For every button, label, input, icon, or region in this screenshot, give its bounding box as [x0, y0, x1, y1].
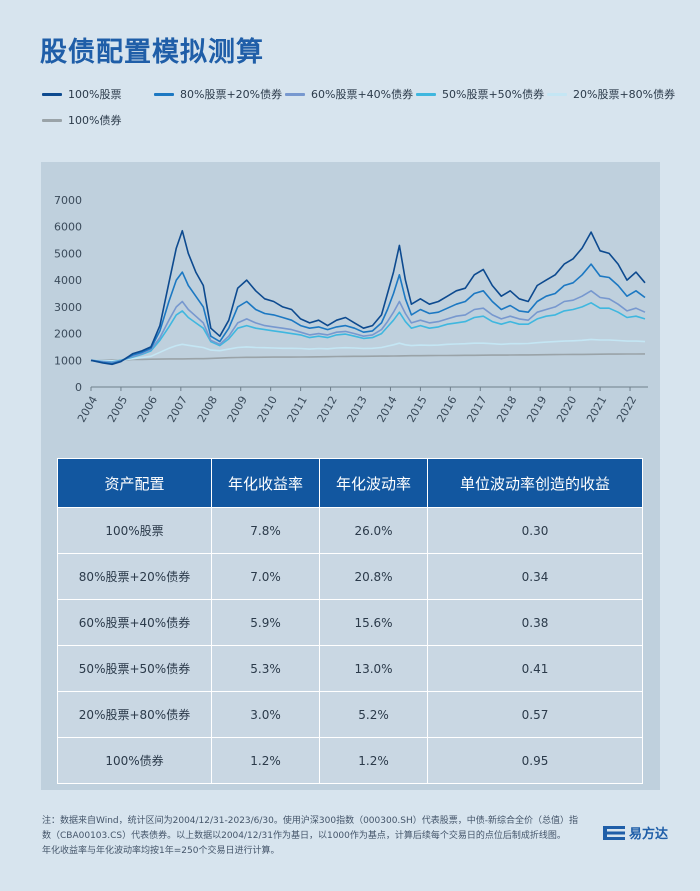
table-cell: 60%股票+40%债券 — [57, 599, 212, 646]
x-tick-label: 2014 — [374, 394, 399, 425]
legend-swatch — [547, 92, 567, 96]
table-row: 100%股票 7.8% 26.0% 0.30 — [57, 507, 643, 554]
series-line — [90, 290, 646, 364]
footnote-line: 注：数据来自Wind，统计区间为2004/12/31-2023/6/30。使用沪… — [42, 816, 579, 826]
table-header: 年化波动率 — [319, 458, 428, 508]
y-tick-label: 1000 — [54, 354, 82, 367]
x-tick-label: 2016 — [434, 394, 459, 425]
table-header: 资产配置 — [57, 458, 212, 508]
table-cell: 100%债券 — [57, 737, 212, 784]
table-cell: 20%股票+80%债券 — [57, 691, 212, 738]
brand-name: 易方达 — [629, 827, 669, 842]
x-tick-label: 2019 — [524, 394, 549, 425]
table-row: 80%股票+20%债券 7.0% 20.8% 0.34 — [57, 553, 643, 600]
legend-label: 100%股票 — [68, 88, 122, 101]
legend-item: 20%股票+80%债券 — [547, 86, 675, 102]
y-tick-label: 6000 — [54, 221, 82, 234]
allocation-table: 资产配置 年化收益率 年化波动率 单位波动率创造的收益 100%股票 7.8% … — [57, 458, 643, 784]
table-cell: 7.8% — [211, 507, 320, 554]
legend-label: 50%股票+50%债券 — [442, 88, 545, 101]
y-tick-label: 5000 — [54, 247, 82, 260]
table-cell: 5.2% — [319, 691, 428, 738]
table-cell: 5.9% — [211, 599, 320, 646]
table-cell: 50%股票+50%债券 — [57, 645, 212, 692]
x-tick-label: 2004 — [75, 394, 100, 425]
table-cell: 13.0% — [319, 645, 428, 692]
x-tick-label: 2012 — [315, 394, 340, 425]
table-cell: 0.57 — [427, 691, 643, 738]
e-fund-logo-icon — [603, 825, 625, 840]
brand-logo: 易方达 — [603, 823, 668, 842]
table-cell: 3.0% — [211, 691, 320, 738]
x-tick-label: 2020 — [554, 394, 579, 425]
x-tick-label: 2006 — [135, 394, 160, 425]
table-header: 年化收益率 — [211, 458, 320, 508]
table-row: 60%股票+40%债券 5.9% 15.6% 0.38 — [57, 599, 643, 646]
table-cell: 0.38 — [427, 599, 643, 646]
table-cell: 5.3% — [211, 645, 320, 692]
table-cell: 100%股票 — [57, 507, 212, 554]
x-tick-label: 2022 — [614, 394, 639, 425]
series-line — [90, 353, 646, 362]
legend-item: 80%股票+20%债券 — [154, 86, 282, 102]
table-cell: 0.34 — [427, 553, 643, 600]
legend-item: 60%股票+40%债券 — [285, 86, 413, 102]
legend-label: 60%股票+40%债券 — [311, 88, 414, 101]
table-header: 单位波动率创造的收益 — [427, 458, 643, 508]
table-row: 100%债券 1.2% 1.2% 0.95 — [57, 737, 643, 784]
table-cell: 0.30 — [427, 507, 643, 554]
x-tick-label: 2017 — [464, 394, 489, 425]
table-header-row: 资产配置 年化收益率 年化波动率 单位波动率创造的收益 — [57, 458, 643, 508]
table-cell: 1.2% — [211, 737, 320, 784]
x-tick-label: 2008 — [195, 394, 220, 425]
x-tick-label: 2011 — [285, 394, 310, 425]
table-cell: 0.95 — [427, 737, 643, 784]
table-cell: 26.0% — [319, 507, 428, 554]
y-tick-label: 2000 — [54, 328, 82, 341]
table-cell: 7.0% — [211, 553, 320, 600]
series-line — [90, 338, 646, 362]
legend-label: 80%股票+20%债券 — [180, 88, 283, 101]
table-cell: 20.8% — [319, 553, 428, 600]
legend-item: 100%股票 — [42, 86, 121, 102]
table-cell: 1.2% — [319, 737, 428, 784]
y-tick-label: 4000 — [54, 274, 82, 287]
y-tick-label: 7000 — [54, 194, 82, 207]
legend-swatch — [285, 92, 305, 96]
legend-swatch — [154, 92, 174, 96]
series-line — [90, 229, 646, 366]
legend-label: 20%股票+80%债券 — [573, 88, 676, 101]
x-tick-label: 2018 — [494, 394, 519, 425]
legend-swatch — [416, 92, 436, 96]
table-row: 20%股票+80%债券 3.0% 5.2% 0.57 — [57, 691, 643, 738]
x-tick-label: 2009 — [225, 394, 250, 425]
x-tick-label: 2007 — [165, 394, 190, 425]
legend-swatch — [42, 92, 62, 96]
footnote-line: 数（CBA00103.CS）代表债券。以上数据以2004/12/31作为基日，以… — [42, 831, 566, 841]
x-tick-label: 2005 — [105, 394, 130, 425]
legend-swatch — [42, 118, 62, 122]
table-cell: 15.6% — [319, 599, 428, 646]
y-tick-label: 0 — [75, 381, 82, 394]
table-cell: 0.41 — [427, 645, 643, 692]
series-line — [90, 263, 646, 365]
table-row: 50%股票+50%债券 5.3% 13.0% 0.41 — [57, 645, 643, 692]
y-tick-label: 3000 — [54, 301, 82, 314]
x-tick-label: 2015 — [404, 394, 429, 425]
legend-item: 100%债券 — [42, 112, 121, 128]
x-tick-label: 2013 — [345, 394, 370, 425]
page-title: 股债配置模拟测算 — [40, 37, 264, 68]
table-cell: 80%股票+20%债券 — [57, 553, 212, 600]
x-tick-label: 2010 — [255, 394, 280, 425]
legend-item: 50%股票+50%债券 — [416, 86, 544, 102]
legend-label: 100%债券 — [68, 114, 122, 127]
footnote-line: 年化收益率与年化波动率均按1年=250个交易日进行计算。 — [42, 846, 280, 856]
x-tick-label: 2021 — [584, 394, 609, 425]
series-line — [90, 302, 646, 363]
footnote: 注：数据来自Wind，统计区间为2004/12/31-2023/6/30。使用沪… — [42, 814, 590, 859]
